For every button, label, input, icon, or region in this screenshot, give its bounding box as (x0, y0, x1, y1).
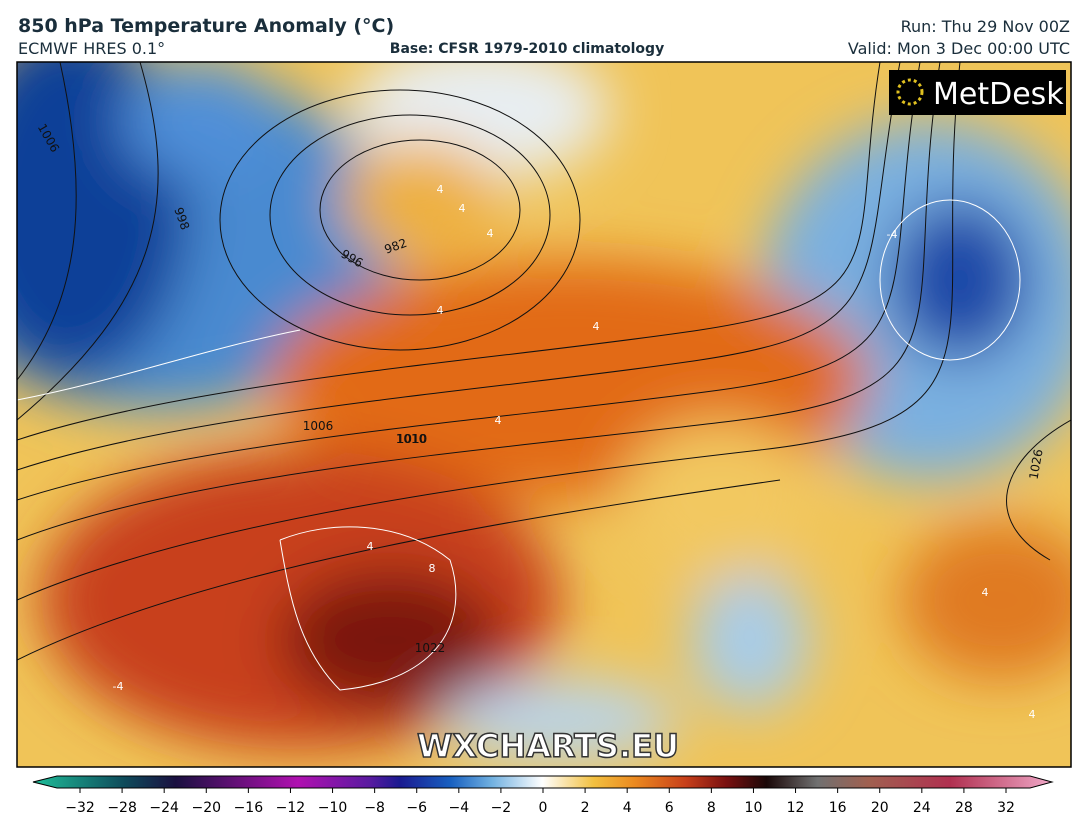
anomaly-label: 4 (593, 320, 600, 333)
colorbar-label: 24 (913, 800, 931, 816)
colorbar-label: 2 (581, 800, 590, 816)
isobar-label: 1022 (415, 641, 446, 655)
colorbar-label: −8 (364, 800, 385, 816)
anomaly-label: 4 (367, 540, 374, 553)
colorbar-label: 6 (665, 800, 674, 816)
colorbar-label: −2 (491, 800, 512, 816)
colorbar-label: 0 (539, 800, 548, 816)
map-frame (16, 61, 1072, 768)
isobar-label: 1006 (303, 419, 334, 433)
map: MetDesk WXCHARTS.EU (17, 62, 1071, 767)
colorbar-label: −28 (107, 800, 137, 816)
colorbar-label: −24 (149, 800, 179, 816)
colorbar-label: −20 (191, 800, 221, 816)
colorbar-label: −32 (65, 800, 95, 816)
colorbar-label: 32 (997, 800, 1015, 816)
model: ECMWF HRES 0.1° (18, 39, 165, 58)
isobar-label: 1010 (397, 432, 428, 446)
map-labels: 10069981010982996100610101026102244444-4… (35, 121, 1046, 721)
colorbar (32, 775, 1054, 789)
colorbar-ticks: −32 −28 −24 −20 −16 −12 −10 −8 −6 −4 −2 0 2 4 6 8 10 12 16… (65, 788, 1015, 816)
anomaly-label: 4 (1029, 708, 1036, 721)
colorbar-label: 20 (871, 800, 889, 816)
isobar-label: 1026 (1027, 448, 1046, 481)
colorbar-label: 16 (829, 800, 847, 816)
anomaly-label: 4 (437, 304, 444, 317)
anomaly-label: 4 (437, 183, 444, 196)
anomaly-label: -4 (113, 680, 124, 693)
logo: MetDesk (933, 77, 1064, 112)
anomaly-label: -4 (887, 228, 898, 241)
colorbar-label: −10 (318, 800, 348, 816)
colorbar-label: −12 (276, 800, 306, 816)
title: 850 hPa Temperature Anomaly (°C) (18, 15, 394, 37)
colorbar-label: −16 (234, 800, 264, 816)
base: Base: CFSR 1979-2010 climatology (390, 41, 664, 57)
colorbar-label: 10 (745, 800, 763, 816)
anomaly-label: 4 (487, 227, 494, 240)
colorbar-label: −4 (448, 800, 469, 816)
logo-box (889, 70, 1066, 115)
anomaly-label: 8 (429, 562, 436, 575)
anomaly-label: 4 (982, 586, 989, 599)
run: Run: Thu 29 Nov 00Z (901, 17, 1070, 36)
valid: Valid: Mon 3 Dec 00:00 UTC (848, 39, 1070, 58)
anomaly-label: 4 (459, 202, 466, 215)
anomaly-contours (17, 199, 1021, 691)
colorbar-label: 8 (707, 800, 716, 816)
colorbar-label: 4 (623, 800, 632, 816)
watermark: WXCHARTS.EU (417, 727, 679, 765)
colorbar-label: 28 (955, 800, 973, 816)
colorbar-label: −6 (406, 800, 427, 816)
colorbar-label: 12 (787, 800, 805, 816)
anomaly-label: 4 (495, 414, 502, 427)
isobars (17, 62, 1071, 661)
isobar-label: 1010 (396, 432, 427, 446)
